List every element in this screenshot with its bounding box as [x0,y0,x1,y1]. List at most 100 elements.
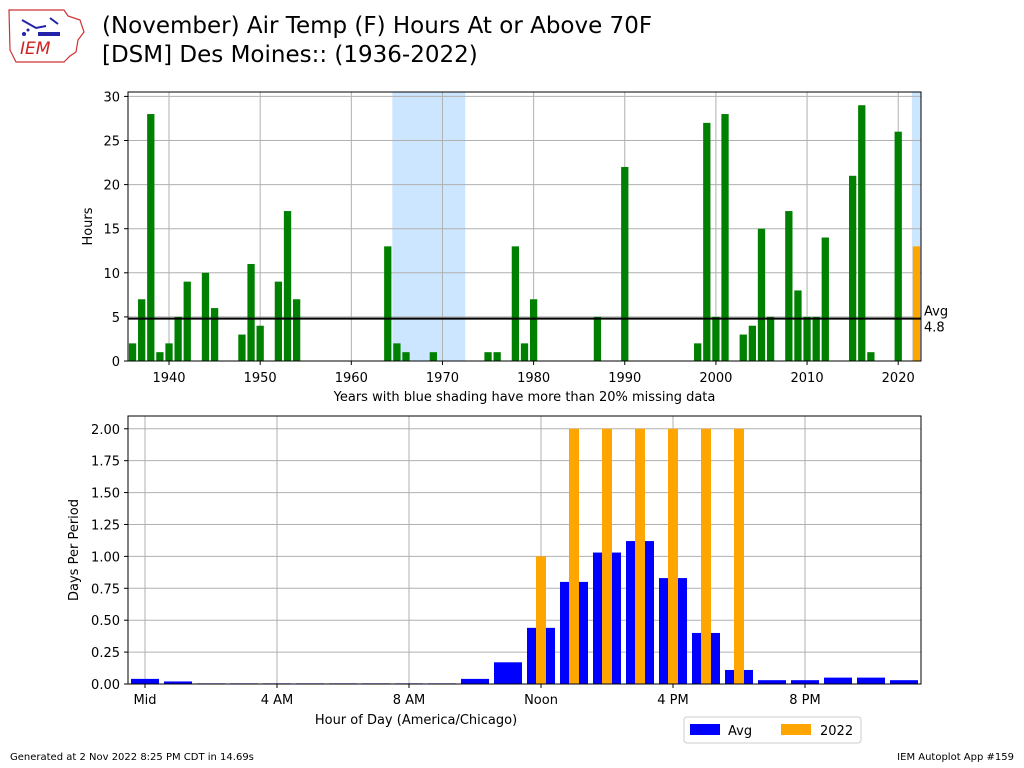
legend: Avg 2022 [683,716,862,744]
y-tick-label: 10 [103,267,120,282]
bar-year [867,352,875,361]
bar-2022 [569,428,579,684]
x-tick-label: 1940 [152,371,185,386]
bar-year [138,299,146,361]
bar-year [803,316,811,361]
bar-year [384,246,392,361]
x-tick-label: 1980 [517,371,550,386]
y-tick-label: 0.75 [91,582,120,597]
bar-year [794,290,802,361]
bar-year [156,352,164,361]
title-line-2: [DSM] Des Moines:: (1936-2022) [102,42,478,68]
bar-year [703,122,711,361]
bar-year [165,343,173,361]
missing-data-shade [392,92,466,361]
bar-2022 [602,428,612,684]
bar-year [429,352,437,361]
bar-year [694,343,702,361]
y-tick-label: 20 [103,179,120,194]
y-tick-label: 1.25 [91,518,120,533]
bar-year [274,281,283,361]
bar-year [484,352,492,361]
bar-year [848,175,857,361]
bar-avg [131,678,159,684]
y-tick-label: 0 [112,355,120,370]
bar-avg [164,681,192,684]
legend-label-2022: 2022 [820,724,853,739]
bar-year [529,299,538,361]
bar-avg [857,677,885,684]
plot-frame [127,91,922,362]
bar-year [147,114,155,361]
bar-year [748,325,757,361]
y-tick-label: 0.00 [91,678,120,693]
bar-2022 [635,428,645,684]
y-tick-label: 2.00 [91,423,120,438]
chart-title: (November) Air Temp (F) Hours At or Abov… [102,12,652,70]
legend-frame [683,716,862,744]
bar-year [128,343,137,361]
y-axis-label: Hours [81,207,96,245]
avg-label: Avg [924,305,948,320]
bar-year [721,114,729,361]
y-tick-label: 25 [103,135,120,150]
bar-year [402,352,410,361]
y-tick-label: 15 [103,223,120,238]
bar-year [174,316,182,361]
x-tick-label: Noon [524,693,558,708]
bar-year [511,246,520,361]
legend-swatch-avg [690,724,720,735]
plot-frame [127,415,922,685]
x-tick-label: 1970 [426,371,459,386]
avg-value-label: 4.8 [924,321,945,336]
x-tick-label: 1990 [608,371,641,386]
bar-avg [890,680,918,684]
bar-2022 [701,428,711,684]
bar-year [493,352,501,361]
bar-year [739,334,747,361]
bar-year [247,263,255,361]
y-tick-label: 30 [103,90,120,105]
bar-year [183,281,191,361]
x-tick-label: 8 PM [789,693,820,708]
bar-current-year [912,246,921,361]
bar-year [210,308,219,361]
y-tick-label: 0.25 [91,646,120,661]
iem-logo: IEM [8,9,85,63]
x-tick-label: 1960 [335,371,368,386]
x-tick-label: 4 AM [261,693,294,708]
bar-avg [791,680,819,684]
bar-year [593,316,602,361]
x-tick-label: 2020 [882,371,915,386]
bar-year [858,105,866,361]
y-tick-label: 1.50 [91,487,120,502]
x-axis-label: Years with blue shading have more than 2… [333,390,716,405]
bar-avg [494,662,522,684]
bar-avg [461,678,489,684]
bar-year [757,228,766,361]
title-line-1: (November) Air Temp (F) Hours At or Abov… [102,13,653,39]
bar-year [292,299,301,361]
x-tick-label: 8 AM [393,693,426,708]
bar-year [785,211,793,361]
bar-2022 [668,428,678,684]
legend-label-avg: Avg [728,724,752,739]
bar-year [393,343,401,361]
x-tick-label: 1950 [244,371,277,386]
bar-year [201,272,210,361]
bar-year [520,343,529,361]
bar-2022 [536,556,546,684]
bar-year [712,316,720,361]
x-tick-label: 2000 [699,371,732,386]
x-axis-label: Hour of Day (America/Chicago) [315,713,517,728]
bar-avg [824,677,852,684]
bar-year [256,325,264,361]
app-label: IEM Autoplot App #159 [897,752,1014,763]
bar-year [894,131,902,361]
legend-swatch-2022 [781,724,811,735]
y-tick-label: 0.50 [91,614,120,629]
bar-year [766,316,775,361]
bar-year [238,334,246,361]
